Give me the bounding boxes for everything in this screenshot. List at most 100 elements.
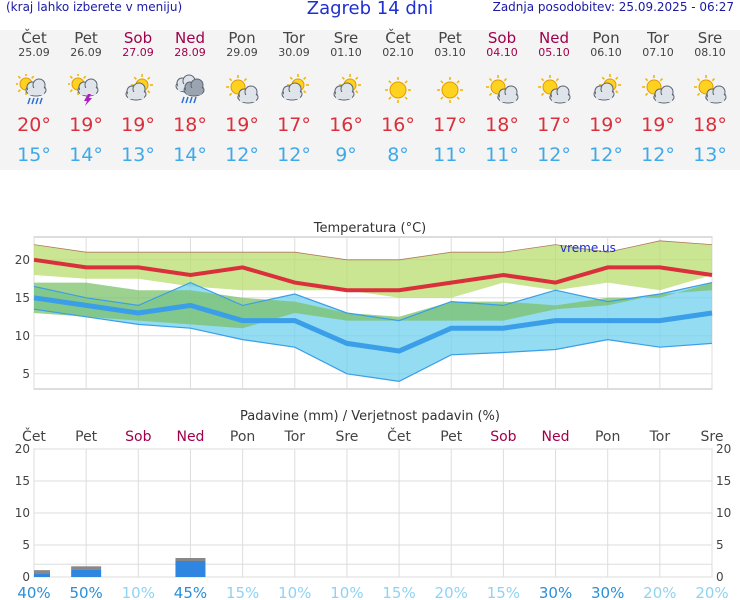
x-tick-label: Tor <box>284 429 306 445</box>
y-tick-label-right: 5 <box>716 538 724 552</box>
temperature-chart: Temperatura (°C) 5 10 15 20 vreme.us <box>15 221 713 390</box>
max-temperature-line <box>33 257 713 293</box>
day-name: Tor <box>647 29 669 47</box>
sun-cloud-rain-icon <box>15 73 52 106</box>
x-tick-label: Pon <box>230 429 255 445</box>
y-tick-label-right: 20 <box>716 442 731 456</box>
min-temperature: 8° <box>387 144 409 166</box>
day-date: 01.10 <box>330 46 362 59</box>
x-tick-label: Sob <box>490 429 516 445</box>
x-tick-label: Sre <box>701 429 724 445</box>
temperature-chart-title: Temperatura (°C) <box>313 221 426 236</box>
day-date: 05.10 <box>538 46 570 59</box>
day-date: 28.09 <box>174 46 206 59</box>
max-temperature: 18° <box>173 114 207 136</box>
y-tick-label: 15 <box>15 291 30 305</box>
day-column[interactable]: Sre 01.10 16° 9° <box>320 30 372 166</box>
day-date: 08.10 <box>694 46 726 59</box>
x-tick-label: Pon <box>595 429 620 445</box>
max-temperature: 16° <box>329 114 363 136</box>
y-tick-label: 20 <box>15 442 30 456</box>
x-tick-label: Čet <box>22 427 46 445</box>
x-tick-label: Pet <box>75 429 98 445</box>
day-column[interactable]: Ned 28.09 18° 14° <box>164 30 216 166</box>
rain-probability: 10% <box>122 584 155 600</box>
min-temperature: 12° <box>225 144 259 166</box>
rain-probability: 10% <box>278 584 311 600</box>
max-temperature: 19° <box>589 114 623 136</box>
rain-probability: 20% <box>695 584 728 600</box>
day-column[interactable]: Pon 06.10 19° 12° <box>580 29 632 166</box>
max-temperature: 17° <box>537 114 571 136</box>
day-column[interactable]: Pet 03.10 17° 11° <box>424 29 476 166</box>
y-tick-label: 15 <box>15 474 30 488</box>
y-tick-label: 20 <box>15 253 30 267</box>
day-name: Čet <box>385 29 411 47</box>
min-upper-line <box>33 281 713 322</box>
header: (kraj lahko izberete v meniju) Zagreb 14… <box>0 0 740 22</box>
max-temperature: 17° <box>433 114 467 136</box>
min-temperature: 14° <box>173 144 207 166</box>
y-tick-label-right: 0 <box>716 570 724 584</box>
sun-cloud-icon <box>328 74 364 106</box>
min-temperature: 13° <box>693 144 727 166</box>
min-temperature: 12° <box>277 144 311 166</box>
x-tick-label: Sre <box>335 429 358 445</box>
sun-icon <box>432 74 468 106</box>
rain-probability: 30% <box>539 584 572 600</box>
day-column[interactable]: Ned 05.10 17° 12° <box>528 30 580 166</box>
x-tick-label: Tor <box>649 429 671 445</box>
day-name: Sob <box>123 29 153 47</box>
y-tick-label-right: 10 <box>716 506 731 520</box>
max-temperature: 19° <box>225 114 259 136</box>
y-tick-label: 5 <box>22 367 30 381</box>
day-date: 02.10 <box>382 46 414 59</box>
x-tick-label: Čet <box>387 427 411 445</box>
day-name: Pet <box>438 29 462 47</box>
last-update: Zadnja posodobitev: 25.09.2025 - 06:27 <box>492 0 734 14</box>
min-temperature: 14° <box>69 144 103 166</box>
y-tick-label: 0 <box>22 570 30 584</box>
x-tick-label: Ned <box>176 429 204 445</box>
precipitation-range-cap <box>175 558 206 561</box>
y-tick-label-right: 15 <box>716 474 731 488</box>
rain-probability: 20% <box>643 584 676 600</box>
min-temperature-line <box>33 295 713 354</box>
x-tick-label: Sob <box>125 429 151 445</box>
day-column[interactable]: Čet 25.09 20° 15° <box>8 29 60 166</box>
overlap-band <box>34 282 712 329</box>
day-column[interactable]: Tor 30.09 17° 12° <box>268 30 320 166</box>
location-hint[interactable]: (kraj lahko izberete v meniju) <box>6 0 183 14</box>
day-name: Pon <box>592 29 620 47</box>
cloud-rain-icon <box>172 74 208 106</box>
precipitation-bar <box>175 561 206 577</box>
min-temperature: 9° <box>335 144 357 166</box>
min-temperature: 15° <box>17 144 51 166</box>
precipitation-range-cap <box>71 566 102 570</box>
rain-probability: 30% <box>591 584 624 600</box>
rain-probability: 45% <box>174 584 207 600</box>
day-column[interactable]: Pon 29.09 19° 12° <box>216 29 268 166</box>
day-column[interactable]: Sob 04.10 18° 11° <box>476 30 528 166</box>
sun-small-cloud-icon <box>692 74 728 106</box>
day-column[interactable]: Sre 08.10 18° 13° <box>684 30 736 166</box>
day-date: 06.10 <box>590 46 622 59</box>
max-temperature: 18° <box>485 114 519 136</box>
day-name: Čet <box>21 29 47 47</box>
day-column[interactable]: Pet 26.09 19° 14° <box>60 29 112 166</box>
sun-cloud-icon <box>120 74 156 106</box>
sun-icon <box>380 74 416 106</box>
precipitation-bar <box>34 573 50 577</box>
day-name: Pet <box>74 29 98 47</box>
day-column[interactable]: Sob 27.09 19° 13° <box>112 29 164 166</box>
min-temperature: 13° <box>121 144 155 166</box>
day-column[interactable]: Tor 07.10 19° 12° <box>632 29 684 166</box>
sun-cloud-icon <box>276 74 312 106</box>
day-column[interactable]: Čet 02.10 16° 8° <box>372 29 424 166</box>
watermark: vreme.us <box>560 241 616 255</box>
sun-cloud-thunder-icon <box>67 73 104 106</box>
day-name: Pon <box>228 29 256 47</box>
sun-cloud-icon <box>588 74 624 106</box>
max-temperature: 17° <box>277 114 311 136</box>
min-temperature: 11° <box>433 144 467 166</box>
